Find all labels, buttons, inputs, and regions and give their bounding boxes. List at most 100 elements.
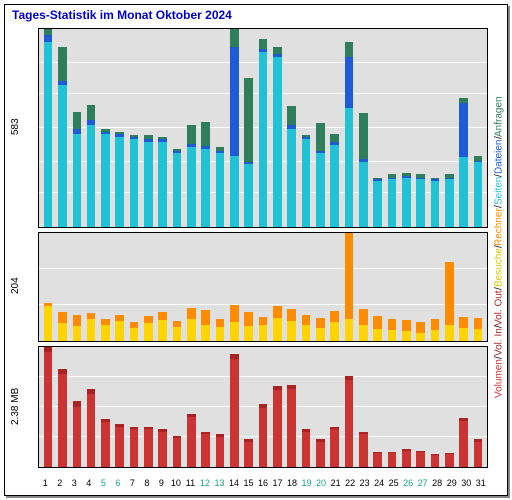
bar-seiten [73, 134, 82, 227]
bar-vol_in [388, 453, 397, 467]
legend-sep: / [494, 137, 505, 140]
bar-seiten [130, 139, 139, 227]
bar-vol_in [216, 437, 225, 467]
bar-vol_in [402, 451, 411, 467]
xaxis-label: 17 [271, 478, 284, 488]
legend-sep: / [494, 326, 505, 329]
bar-besuche [287, 321, 296, 341]
bar-seiten [287, 129, 296, 227]
bar-vol_in [158, 432, 167, 467]
xaxis-label: 14 [228, 478, 241, 488]
bar-seiten [302, 139, 311, 227]
bar-vol_in [273, 390, 282, 467]
chart-frame: Tages-Statistik im Monat Oktober 2024 58… [0, 0, 512, 500]
bar-besuche [144, 323, 153, 341]
bar-besuche [244, 326, 253, 341]
xaxis-label: 5 [97, 478, 110, 488]
panel-bottom [38, 346, 488, 468]
bar-vol_in [101, 422, 110, 467]
bar-seiten [402, 178, 411, 227]
legend-sep: / [494, 174, 505, 177]
bar-vol_in [316, 442, 325, 467]
bar-besuche [273, 318, 282, 341]
bar-vol_in [259, 408, 268, 467]
xaxis-label: 3 [68, 478, 81, 488]
xaxis-label: 25 [387, 478, 400, 488]
bar-seiten [44, 42, 53, 227]
bar-besuche [87, 319, 96, 341]
xaxis-label: 16 [257, 478, 270, 488]
xaxis-label: 31 [474, 478, 487, 488]
bar-vol_in [115, 427, 124, 467]
bar-besuche [230, 322, 239, 341]
bar-seiten [101, 134, 110, 227]
bar-vol_in [201, 434, 210, 467]
bar-vol_in [130, 429, 139, 467]
bar-besuche [73, 326, 82, 341]
bar-vol_in [416, 452, 425, 467]
bar-seiten [173, 153, 182, 227]
panel-top [38, 28, 488, 228]
xaxis-label: 4 [83, 478, 96, 488]
bar-seiten [216, 153, 225, 227]
bar-vol_in [244, 442, 253, 467]
legend-item: Vol. Out [494, 290, 505, 326]
bar-besuche [187, 319, 196, 341]
xaxis-label: 22 [344, 478, 357, 488]
bar-seiten [201, 149, 210, 227]
bar-besuche [359, 325, 368, 341]
ylabel-bottom: 2.38 MB [10, 346, 21, 466]
bar-vol_in [58, 374, 67, 467]
bar-vol_in [474, 442, 483, 467]
bar-seiten [87, 125, 96, 227]
xaxis-label: 15 [242, 478, 255, 488]
bar-besuche [302, 325, 311, 341]
bar-besuche [330, 322, 339, 341]
bar-seiten [230, 156, 239, 227]
bar-seiten [330, 145, 339, 227]
bar-vol_in [302, 432, 311, 467]
bar-besuche [173, 327, 182, 341]
bar-seiten [58, 85, 67, 227]
bar-seiten [445, 179, 454, 227]
xaxis-label: 6 [112, 478, 125, 488]
xaxis-label: 27 [416, 478, 429, 488]
xaxis-label: 28 [431, 478, 444, 488]
bar-vol_in [87, 394, 96, 467]
xaxis-label: 24 [373, 478, 386, 488]
bar-vol_in [173, 438, 182, 467]
bar-seiten [187, 147, 196, 227]
bar-besuche [459, 328, 468, 341]
bar-seiten [115, 137, 124, 227]
xaxis-label: 1 [39, 478, 52, 488]
legend-item: Vol. In [494, 328, 505, 356]
xaxis-label: 2 [54, 478, 67, 488]
xaxis-label: 7 [126, 478, 139, 488]
bar-vol_in [73, 407, 82, 468]
legend: Volumen / Vol. In / Vol. Out / Besuche /… [492, 30, 506, 464]
bar-seiten [259, 52, 268, 227]
chart-title: Tages-Statistik im Monat Oktober 2024 [12, 8, 232, 22]
bar-vol_in [445, 454, 454, 467]
xaxis-label: 9 [155, 478, 168, 488]
bar-vol_in [230, 359, 239, 467]
bar-vol_in [330, 429, 339, 467]
bar-besuche [259, 325, 268, 341]
xaxis-label: 21 [329, 478, 342, 488]
bar-seiten [359, 162, 368, 227]
bar-besuche [216, 327, 225, 341]
xaxis-label: 19 [300, 478, 313, 488]
bar-seiten [416, 179, 425, 227]
bar-vol_in [373, 453, 382, 467]
bar-vol_in [431, 455, 440, 467]
xaxis-label: 23 [358, 478, 371, 488]
bar-besuche [402, 331, 411, 341]
legend-item: Besuche [494, 248, 505, 287]
ylabel-middle: 204 [10, 232, 21, 340]
bar-vol_in [459, 421, 468, 467]
bar-seiten [273, 57, 282, 227]
bar-seiten [244, 164, 253, 227]
xaxis-label: 11 [184, 478, 197, 488]
bar-besuche [44, 306, 53, 341]
bar-besuche [474, 329, 483, 341]
